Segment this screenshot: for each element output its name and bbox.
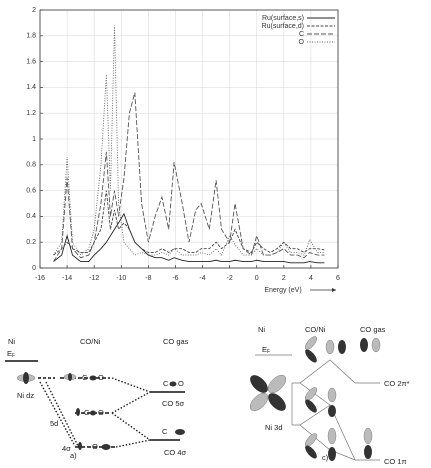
atom: C <box>163 379 169 388</box>
level-label: Ni dz <box>17 391 34 400</box>
atom: O <box>92 442 98 451</box>
orbital <box>101 444 111 450</box>
y-tick-label: 0.2 <box>26 239 36 246</box>
y-tick-label: 0.6 <box>26 187 36 194</box>
y-tick-label: 1 <box>32 136 36 143</box>
level-label: CO 4σ <box>164 448 187 457</box>
legend-label: Ru(surface,d) <box>262 23 304 30</box>
column-label: CO gas <box>163 337 189 346</box>
legend-label: C <box>299 31 304 38</box>
orbital <box>169 381 177 387</box>
orbital <box>78 442 82 450</box>
y-tick-label: 1.2 <box>26 110 36 117</box>
series-line <box>53 92 325 262</box>
level-label: Ni 3d <box>265 423 283 432</box>
dos-chart: Energy (eV) 0 0.2 0.4 0.6 0.8 1 1.2 1.4 1.6 1.8 2 -… <box>26 7 340 294</box>
x-tick-label: 4 <box>309 275 313 282</box>
y-tick-label: 1.4 <box>26 84 36 91</box>
orbital <box>175 429 185 435</box>
legend-label: O <box>299 39 305 46</box>
column-label: CO/Ni <box>80 337 101 346</box>
axis-arrowhead <box>332 288 336 292</box>
x-tick-label: 6 <box>336 275 340 282</box>
level-label: CO 5σ <box>162 399 185 408</box>
series-line <box>53 190 325 256</box>
ni-orbital <box>249 374 287 412</box>
y-tick-label: 0 <box>32 265 36 272</box>
atom: C <box>162 427 168 436</box>
column-label: Ni <box>8 337 15 346</box>
x-axis-label: Energy (eV) <box>264 287 301 294</box>
atom: O <box>98 408 104 417</box>
orbitals <box>305 336 381 461</box>
column-label: CO gas <box>360 325 386 334</box>
column-label: CO/Ni <box>305 325 326 334</box>
panel-label: c) <box>322 453 329 462</box>
y-tick-label: 1.6 <box>26 58 36 65</box>
x-tick-label: -6 <box>172 275 178 282</box>
x-tick-label: 0 <box>255 275 259 282</box>
level-label: 4σ <box>62 444 71 453</box>
orbital <box>23 372 29 384</box>
panel-label: a) <box>70 451 77 460</box>
x-tick-label: -16 <box>35 275 45 282</box>
x-tick-label: -14 <box>62 275 72 282</box>
atom: O <box>98 373 104 382</box>
diagram-c: Ni CO/Ni CO gas EF Ni 3d CO 2π* CO 1 <box>249 325 410 466</box>
series-line <box>53 212 325 264</box>
level-label: CO 1π <box>384 457 407 466</box>
fermi-label: EF <box>262 345 270 355</box>
orbital <box>76 408 80 416</box>
atom: C <box>84 408 90 417</box>
x-tick-label: -12 <box>89 275 99 282</box>
x-tick-label: -4 <box>199 275 205 282</box>
orbital <box>89 375 97 381</box>
correlation <box>111 377 151 448</box>
x-tick-label: -10 <box>116 275 126 282</box>
fermi-label: EF <box>7 349 15 359</box>
correlation <box>39 381 79 447</box>
x-tick-label: -2 <box>227 275 233 282</box>
atom: C <box>82 373 88 382</box>
y-tick-label: 0.8 <box>26 162 36 169</box>
atom: O <box>178 379 184 388</box>
legend-label: Ru(surface,s) <box>262 15 304 22</box>
orbital <box>90 410 96 416</box>
diagram-a: Ni CO/Ni CO gas EF Ni dz C O C O 5d O 4σ… <box>5 337 189 460</box>
x-tick-label: 2 <box>282 275 286 282</box>
column-label: Ni <box>258 325 265 334</box>
x-tick-label: -8 <box>145 275 151 282</box>
orbital <box>68 373 72 381</box>
plot-frame <box>39 9 339 269</box>
level-label: CO 2π* <box>384 379 410 388</box>
y-tick-label: 0.4 <box>26 213 36 220</box>
y-tick-label: 2 <box>32 7 36 14</box>
y-tick-label: 1.8 <box>26 33 36 40</box>
level-label: 5d <box>50 419 58 428</box>
